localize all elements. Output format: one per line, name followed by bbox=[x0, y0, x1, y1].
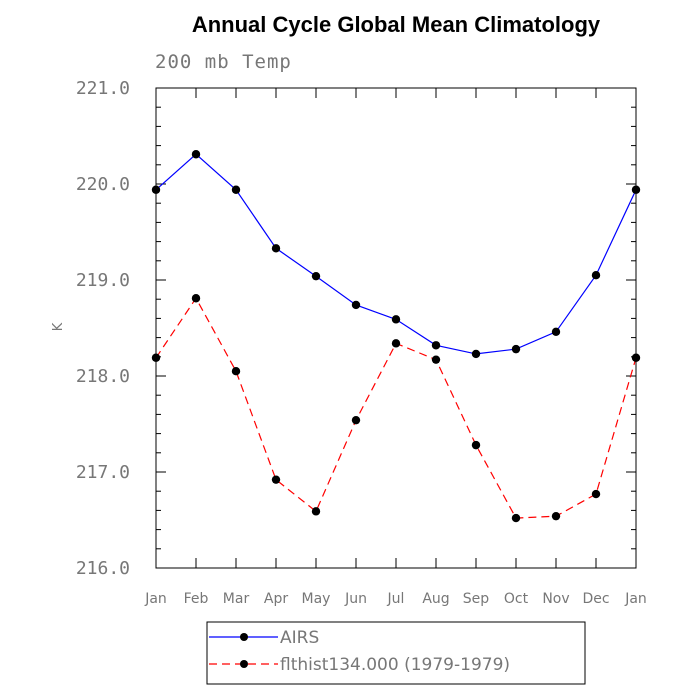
data-point-0 bbox=[631, 185, 641, 194]
data-point-0 bbox=[271, 244, 281, 253]
data-point-0 bbox=[231, 185, 241, 194]
plot-frame bbox=[155, 87, 637, 569]
x-tick-label: Jan bbox=[624, 591, 647, 607]
data-point-0 bbox=[391, 315, 401, 324]
x-tick-label: Jul bbox=[387, 591, 405, 607]
data-point-1 bbox=[631, 353, 641, 362]
series-line-1 bbox=[155, 297, 637, 519]
y-tick-label: 221.0 bbox=[76, 78, 130, 99]
data-point-0 bbox=[191, 150, 201, 159]
legend: AIRS flthist134.000 (1979-1979) bbox=[206, 621, 586, 685]
legend-box bbox=[206, 621, 586, 685]
chart-subtitle: 200 mb Temp bbox=[155, 51, 292, 73]
y-tick-label: 217.0 bbox=[76, 462, 130, 483]
x-tick-label: Aug bbox=[422, 591, 449, 607]
y-tick-label: 216.0 bbox=[76, 558, 130, 579]
x-tick-label: May bbox=[302, 591, 331, 607]
series-line-0 bbox=[155, 153, 637, 355]
data-point-1 bbox=[551, 511, 561, 521]
data-point-1 bbox=[351, 415, 361, 425]
x-tick-label: Jan bbox=[144, 591, 167, 607]
y-tick-label: 220.0 bbox=[76, 174, 130, 195]
data-point-0 bbox=[511, 344, 521, 354]
chart-title: Annual Cycle Global Mean Climatology bbox=[192, 12, 601, 37]
data-point-0 bbox=[151, 185, 161, 194]
x-axis-ticks: Jan Feb Mar Apr May Jun Jul Aug Sep Oct Nov Dec Jan bbox=[144, 88, 647, 607]
x-tick-label: Mar bbox=[223, 591, 250, 607]
x-tick-label: Oct bbox=[504, 591, 529, 607]
x-tick-label: Jun bbox=[344, 591, 367, 607]
data-point-0 bbox=[471, 349, 481, 359]
data-point-0 bbox=[591, 271, 601, 280]
data-point-0 bbox=[431, 341, 441, 350]
legend-marker-airs bbox=[240, 633, 248, 641]
data-point-1 bbox=[231, 367, 241, 376]
data-point-1 bbox=[271, 475, 281, 484]
legend-label-flthist: flthist134.000 (1979-1979) bbox=[280, 655, 510, 675]
data-point-1 bbox=[511, 513, 521, 523]
data-point-1 bbox=[391, 339, 401, 348]
y-tick-label: 218.0 bbox=[76, 366, 130, 387]
x-tick-label: Sep bbox=[463, 591, 490, 607]
data-point-1 bbox=[471, 440, 481, 450]
data-point-1 bbox=[311, 507, 321, 516]
data-point-1 bbox=[591, 489, 601, 499]
x-tick-label: Nov bbox=[542, 591, 569, 607]
data-point-1 bbox=[151, 353, 161, 362]
series-layer bbox=[151, 150, 641, 523]
y-axis-ticks: 216.0 217.0 218.0 219.0 220.0 221.0 bbox=[76, 78, 636, 579]
data-point-0 bbox=[311, 271, 321, 281]
y-axis-label: K bbox=[51, 322, 66, 331]
data-point-1 bbox=[191, 294, 201, 303]
data-point-0 bbox=[551, 327, 561, 337]
data-point-1 bbox=[431, 355, 441, 364]
x-tick-label: Apr bbox=[264, 591, 288, 607]
y-tick-label: 219.0 bbox=[76, 270, 130, 291]
x-tick-label: Dec bbox=[582, 591, 609, 607]
legend-label-airs: AIRS bbox=[280, 628, 319, 648]
x-tick-label: Feb bbox=[184, 591, 209, 607]
data-point-0 bbox=[351, 300, 361, 310]
legend-marker-flthist bbox=[240, 660, 248, 668]
